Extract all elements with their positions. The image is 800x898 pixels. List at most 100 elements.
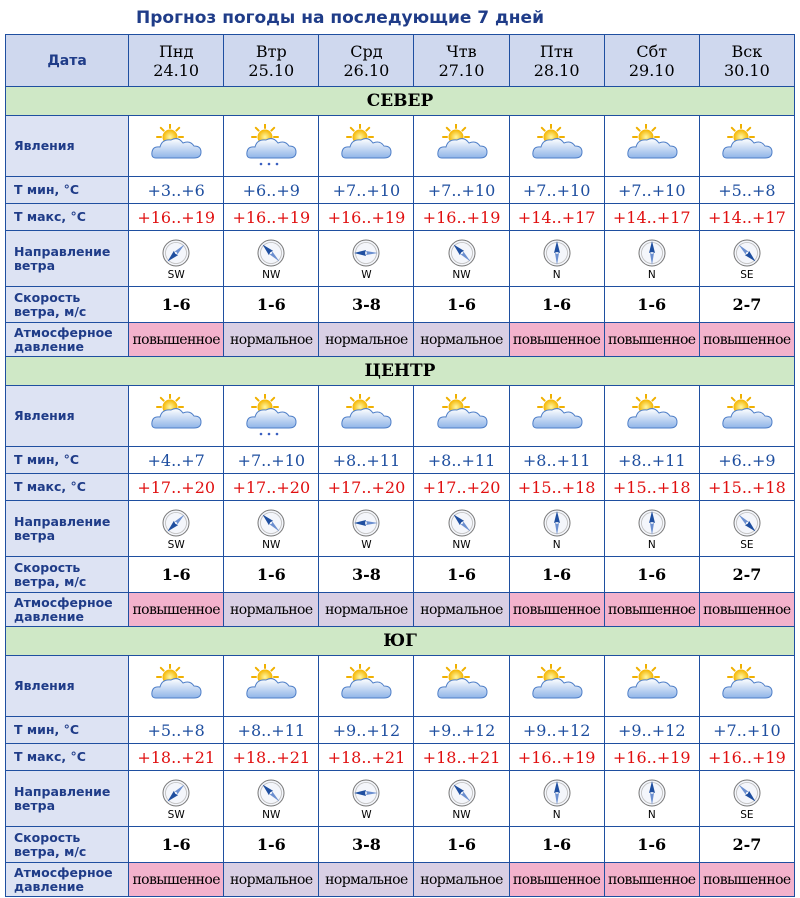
wind-speed-value: 1-6 <box>603 556 700 593</box>
tmin-value: +4..+7 <box>128 446 225 474</box>
day-header: Пнд 24.10 <box>128 34 225 87</box>
pressure-value: нормальное <box>413 322 510 357</box>
wind-direction-text: N <box>647 269 656 281</box>
row-label-text: давление <box>14 878 84 894</box>
wind-direction-icon <box>257 779 285 807</box>
wind-direction-text: NW <box>452 809 471 821</box>
tmin-value: +5..+8 <box>128 716 225 744</box>
wind-direction-cell: SE <box>698 230 796 287</box>
wind-direction-cell: NW <box>223 770 320 827</box>
tmax-value: +16..+19 <box>223 203 320 231</box>
wind-speed-value: 1-6 <box>223 826 320 863</box>
wind-speed-value: 1-6 <box>603 826 700 863</box>
date-header-label: Дата <box>4 34 130 87</box>
row-label-text: ветра <box>14 257 56 273</box>
partly-cloudy-icon <box>722 664 773 699</box>
tmax-label: Т макс, °С <box>4 203 130 231</box>
tmax-value: +15..+18 <box>698 473 796 501</box>
wind-direction-icon <box>257 509 285 537</box>
partly-cloudy-icon <box>436 124 488 159</box>
partly-cloudy-icon <box>341 124 392 159</box>
row-label-text: Скорость <box>14 829 81 845</box>
day-name: Сбт <box>636 41 668 61</box>
wind-direction-icon <box>543 779 571 807</box>
day-date: 27.10 <box>438 60 485 80</box>
row-label-text: Явления <box>14 678 75 693</box>
tmin-value: +7..+10 <box>413 176 510 204</box>
wind-speed-value: 1-6 <box>508 556 605 593</box>
pressure-value: повышенное <box>698 322 796 357</box>
wind-speed-value: 1-6 <box>413 286 510 323</box>
wind-speed-value: 3-8 <box>318 286 415 323</box>
row-label-text: Атмосферное <box>14 594 113 610</box>
wind-direction-cell: W <box>318 230 415 287</box>
wind-direction-icon <box>733 779 761 807</box>
wind-direction-cell: SE <box>698 770 796 827</box>
tmax-value: +17..+20 <box>223 473 320 501</box>
wind-direction-text: N <box>552 539 561 551</box>
wind-direction-text: W <box>361 539 372 551</box>
phenomena-cell <box>508 655 605 717</box>
region-row: ЦЕНТР <box>5 356 795 386</box>
day-date: 28.10 <box>533 60 580 80</box>
tmin-row: Т мин, °С +4..+7 +7..+10 +8..+11 +8..+11 +8..… <box>4 446 796 474</box>
wind-direction-cell: NW <box>413 770 510 827</box>
partly-cloudy-icon <box>151 664 202 699</box>
wind-direction-icon <box>733 239 761 267</box>
wind-direction-icon <box>448 509 476 537</box>
pressure-value: нормальное <box>318 592 415 627</box>
tmin-value: +7..+10 <box>223 446 320 474</box>
row-label-text: Явления <box>14 138 75 153</box>
tmin-value: +8..+11 <box>223 716 320 744</box>
tmin-value: +7..+10 <box>508 176 605 204</box>
day-date: 30.10 <box>723 60 770 80</box>
pressure-row: Атмосферное давление повышенное нормальное н… <box>4 322 796 357</box>
wind-direction-text: W <box>361 269 372 281</box>
wind-direction-text: SW <box>167 809 185 821</box>
tmax-value: +16..+19 <box>413 203 510 231</box>
partly-cloudy-icon <box>246 664 297 699</box>
tmin-value: +8..+11 <box>508 446 605 474</box>
row-label-text: давление <box>14 608 84 624</box>
tmin-row: Т мин, °С +5..+8 +8..+11 +9..+12 +9..+12 +9..… <box>4 716 796 744</box>
day-header: Срд 26.10 <box>318 34 415 87</box>
phenomena-row: Явления <box>4 655 796 717</box>
wind-direction-icon <box>352 779 380 807</box>
tmax-label: Т макс, °С <box>4 473 130 501</box>
tmax-value: +16..+19 <box>508 743 605 771</box>
region-row: СЕВЕР <box>5 86 795 116</box>
wind-direction-label: Направление ветра <box>4 500 130 557</box>
wind-direction-text: SE <box>740 809 754 821</box>
row-label-text: ветра <box>14 527 56 543</box>
phenomena-cell <box>698 655 796 717</box>
row-label-text: Явления <box>14 408 75 423</box>
tmax-value: +18..+21 <box>318 743 415 771</box>
phenomena-cell <box>128 655 225 717</box>
tmin-label: Т мин, °С <box>4 176 130 204</box>
tmax-value: +15..+18 <box>508 473 605 501</box>
wind-direction-text: SW <box>167 269 185 281</box>
row-label-text: Направление <box>14 513 111 529</box>
wind-direction-text: SE <box>740 539 754 551</box>
pressure-value: нормальное <box>223 592 320 627</box>
day-date: 29.10 <box>628 60 675 80</box>
row-label-text: ветра <box>14 797 56 813</box>
wind-speed-value: 1-6 <box>223 556 320 593</box>
pressure-value: нормальное <box>223 862 320 897</box>
wind-speed-value: 1-6 <box>128 556 225 593</box>
row-label-text: Атмосферное <box>14 324 113 340</box>
wind-speed-value: 3-8 <box>318 826 415 863</box>
wind-speed-value: 3-8 <box>318 556 415 593</box>
wind-speed-value: 2-7 <box>698 286 796 323</box>
partly-cloudy-icon <box>627 394 678 429</box>
tmin-value: +6..+9 <box>698 446 796 474</box>
phenomena-cell <box>318 385 415 447</box>
phenomena-cell <box>223 115 320 177</box>
pressure-value: повышенное <box>603 592 700 627</box>
wind-speed-value: 1-6 <box>128 286 225 323</box>
tmin-value: +9..+12 <box>413 716 510 744</box>
tmin-value: +8..+11 <box>318 446 415 474</box>
wind-direction-cell: NW <box>223 500 320 557</box>
pressure-value: повышенное <box>508 592 605 627</box>
tmin-value: +5..+8 <box>698 176 796 204</box>
